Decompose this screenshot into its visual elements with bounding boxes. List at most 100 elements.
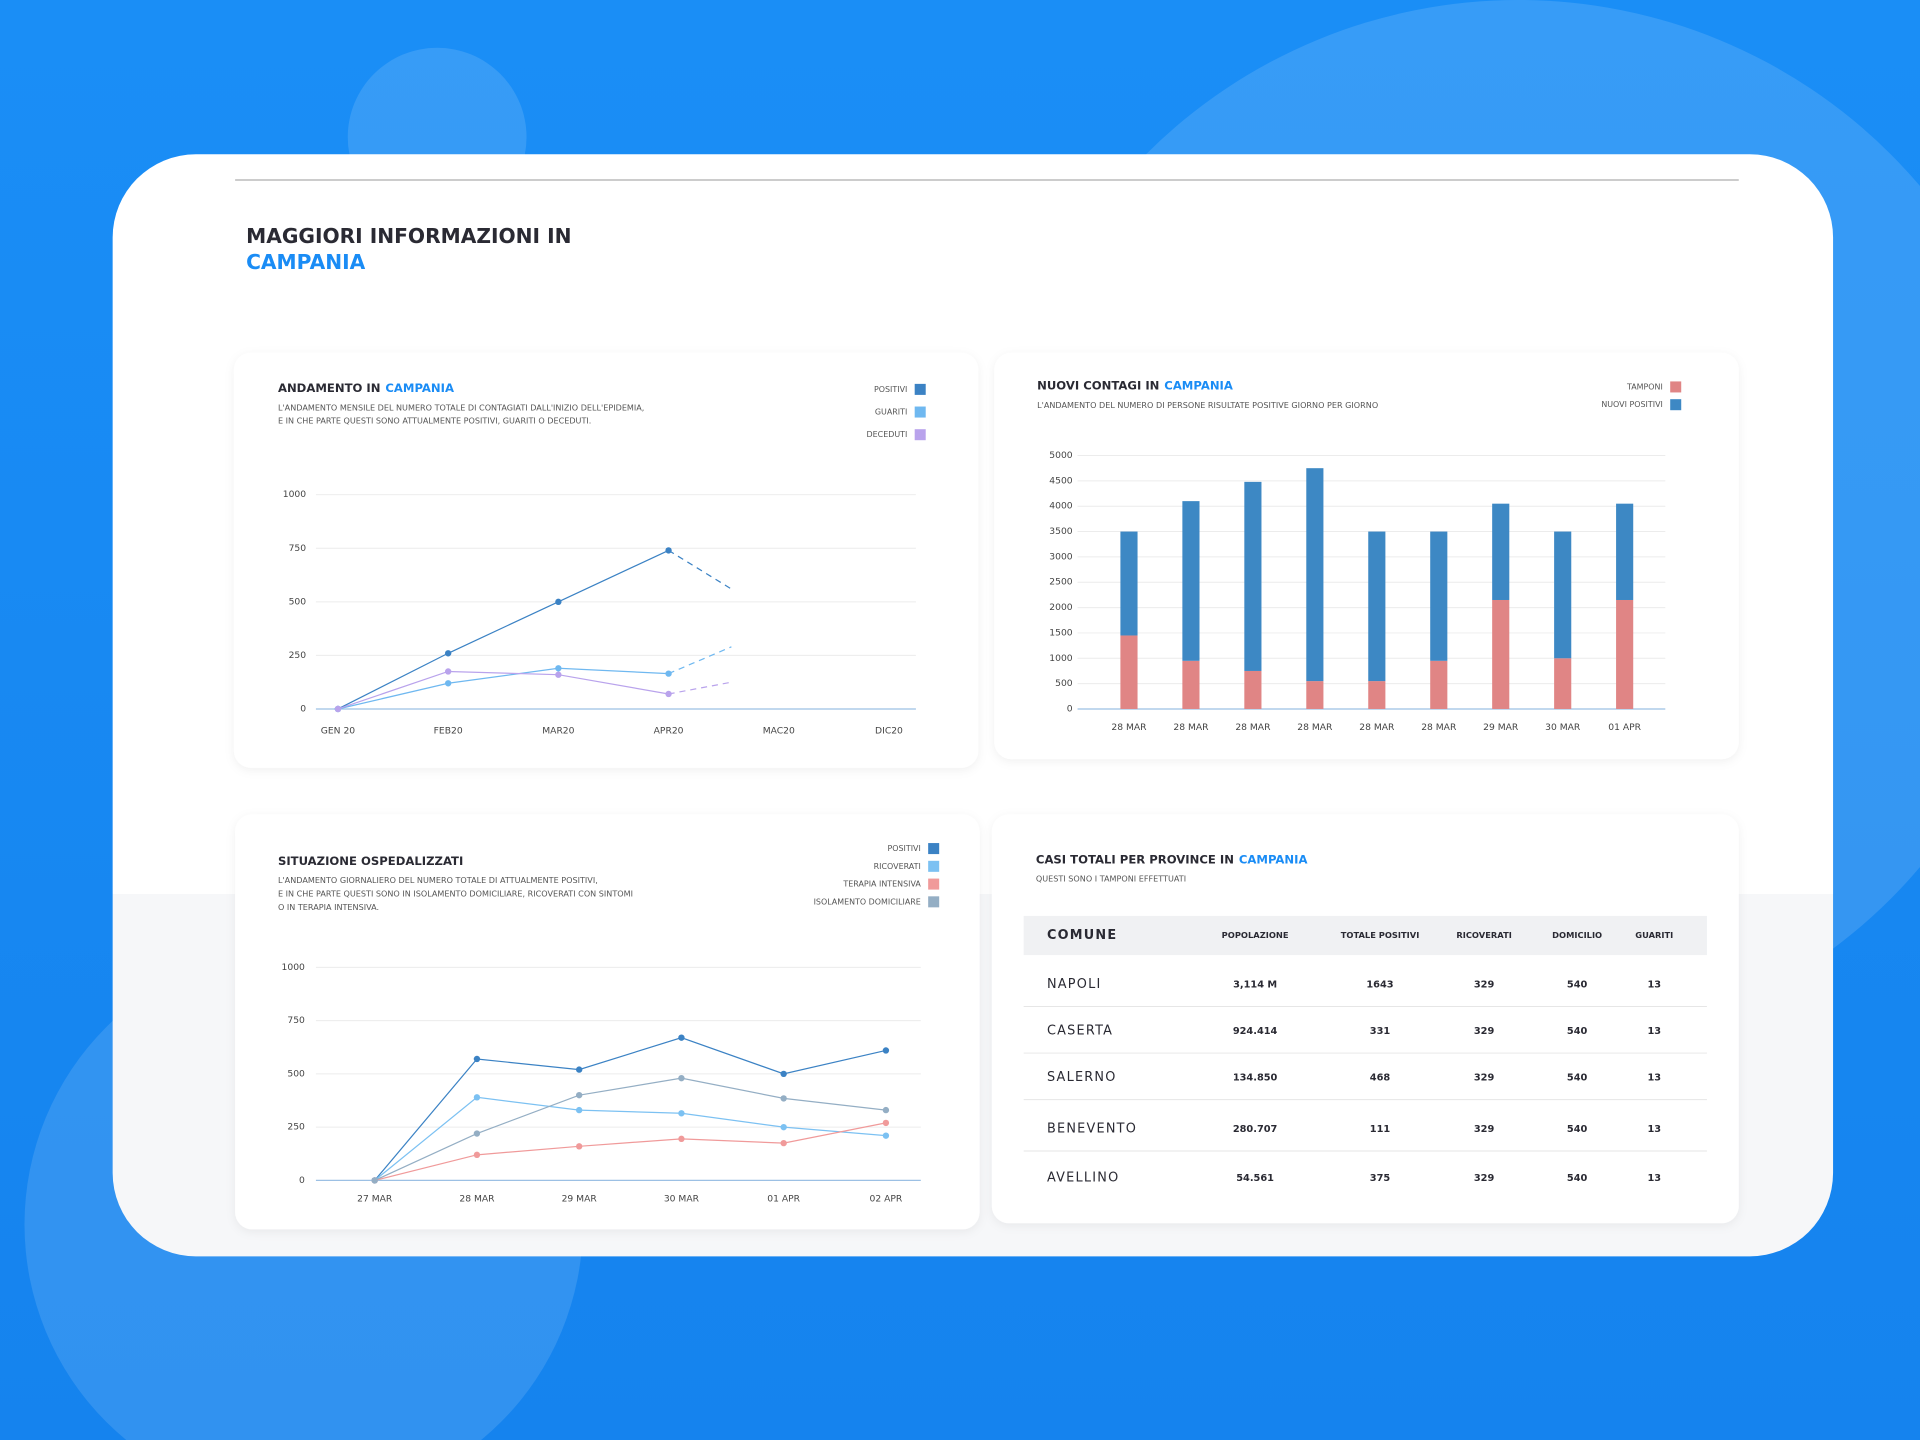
bar-segment [1182,660,1200,709]
table-cell: 329 [1474,1173,1495,1184]
panel-title-highlight: CAMPANIA [1239,852,1308,866]
series-line [374,1037,887,1181]
y-tick-label: 4500 [1049,475,1073,486]
panel-title: NUOVI CONTAGI IN CAMPANIA [1037,378,1233,392]
panel-title: ANDAMENTO IN CAMPANIA [278,381,454,395]
x-tick-label: FEB20 [434,726,463,737]
x-tick-label: 28 MAR [1111,722,1147,733]
bar-segment [1244,481,1262,671]
panel-subtitle: E IN CHE PARTE QUESTI SONO ATTUALMENTE P… [278,416,591,426]
x-tick-label: 29 MAR [1483,722,1519,733]
x-tick-label: DIC20 [875,726,903,737]
data-point [780,1095,787,1102]
panel [233,352,979,768]
panel-title: CASI TOTALI PER PROVINCE IN CAMPANIA [1036,852,1308,866]
table-header-cell: GUARITI [1635,930,1673,940]
panel-title-text: SITUAZIONE OSPEDALIZZATI [278,853,463,867]
table-cell: 13 [1647,1073,1661,1084]
table-cell: 1643 [1366,979,1393,990]
x-tick-label: 28 MAR [1297,722,1333,733]
legend-swatch [914,429,926,441]
data-point [371,1177,378,1184]
panel-subtitle: L'ANDAMENTO DEL NUMERO DI PERSONE RISULT… [1037,400,1378,410]
projection-line [668,646,732,675]
legend-swatch [928,843,940,855]
series-line [374,1122,887,1182]
bar-segment [1430,660,1448,709]
y-tick-label: 3500 [1049,526,1073,537]
table-cell: 540 [1567,979,1588,990]
bar-segment [1368,531,1386,682]
legend-swatch [928,878,940,890]
data-point [576,1092,583,1099]
bar-segment [1616,599,1634,709]
x-tick-label: MAC20 [763,726,795,737]
table-cell: 13 [1647,1124,1661,1135]
series-line [337,549,669,710]
bar-segment [1492,503,1510,600]
legend-swatch [914,383,926,395]
table-cell: 540 [1567,1124,1588,1135]
table-cell: 54.561 [1236,1173,1274,1184]
series-line [374,1077,886,1181]
table-header-cell: RICOVERATI [1456,930,1511,940]
y-tick-label: 500 [289,596,307,607]
data-point [334,705,342,713]
y-tick-label: 3000 [1049,551,1073,562]
bar-segment [1120,531,1138,636]
table-cell: CASERTA [1047,1024,1113,1039]
y-tick-label: 1500 [1049,627,1073,638]
x-tick-label: GEN 20 [321,726,356,737]
bar-segment [1368,681,1386,709]
table-cell: 329 [1474,979,1495,990]
legend-label: ISOLAMENTO DOMICILIARE [814,897,921,906]
legend-label: TERAPIA INTENSIVA [842,880,921,889]
y-tick-label: 0 [1067,703,1073,714]
data-point [678,1074,685,1082]
legend-swatch [1670,381,1682,393]
table-cell: 13 [1647,1026,1661,1037]
legend-swatch [928,860,940,872]
page-title: MAGGIORI INFORMAZIONI IN [246,224,571,248]
y-tick-label: 2500 [1049,577,1073,588]
table-cell: 3,114 M [1233,979,1277,990]
x-tick-label: 28 MAR [1359,722,1395,733]
table-cell: 540 [1567,1026,1588,1037]
data-point [576,1106,583,1114]
page-title-highlight: CAMPANIA [246,250,365,274]
x-tick-label: 02 APR [870,1193,903,1204]
data-point [665,690,672,698]
bar-segment [1306,468,1324,682]
data-point [678,1135,685,1143]
legend-label: RICOVERATI [874,862,921,871]
data-point [576,1143,583,1150]
bar-segment [1430,531,1448,661]
bar-segment [1182,501,1200,661]
data-point [780,1139,787,1147]
bar-segment [1554,531,1572,659]
y-tick-label: 4000 [1049,501,1073,512]
x-tick-label: 28 MAR [1235,722,1271,733]
data-point [473,1130,481,1137]
legend-label: POSITIVI [874,385,907,394]
legend-label: DECEDUTI [867,430,908,439]
data-point [473,1094,481,1101]
y-tick-label: 500 [1055,678,1073,689]
data-point [555,598,562,606]
x-tick-label: 28 MAR [1173,722,1209,733]
x-tick-label: 28 MAR [459,1193,495,1204]
x-tick-label: 01 APR [767,1193,800,1204]
projection-line [668,549,732,590]
data-point [882,1119,890,1127]
data-point [444,680,452,687]
y-tick-label: 1000 [1049,653,1073,664]
series-line [337,667,669,710]
bar-segment [1554,658,1572,709]
table-header-cell: TOTALE POSITIVI [1341,930,1420,940]
y-tick-label: 1000 [282,962,306,973]
table-header-cell: COMUNE [1047,928,1117,943]
data-point [665,547,672,554]
x-tick-label: 30 MAR [664,1193,700,1204]
data-point [444,668,452,675]
